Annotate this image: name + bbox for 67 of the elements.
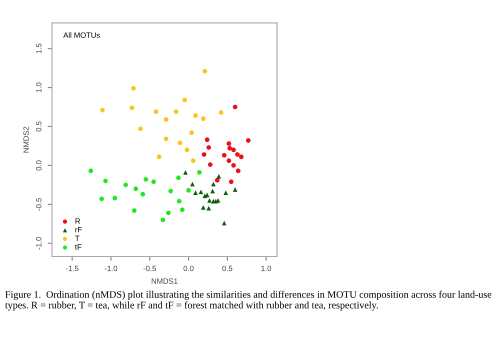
point xyxy=(168,188,174,194)
point xyxy=(207,198,212,203)
point xyxy=(193,113,198,118)
point xyxy=(190,158,196,164)
point xyxy=(200,116,206,121)
point xyxy=(186,188,191,193)
point xyxy=(202,68,208,74)
point xyxy=(210,188,215,194)
point xyxy=(156,154,162,160)
point xyxy=(190,182,195,186)
point xyxy=(232,187,238,192)
point xyxy=(218,110,224,115)
point xyxy=(164,117,168,122)
point xyxy=(189,130,194,136)
point xyxy=(208,162,213,167)
point xyxy=(236,168,241,174)
point xyxy=(222,220,227,226)
point xyxy=(197,170,202,175)
point xyxy=(182,98,187,102)
point xyxy=(130,105,134,110)
point xyxy=(100,108,105,112)
point xyxy=(202,152,206,157)
point xyxy=(226,141,232,146)
point xyxy=(123,182,128,188)
point xyxy=(180,207,185,212)
point xyxy=(151,179,156,184)
point xyxy=(132,208,137,213)
point xyxy=(222,152,227,158)
point xyxy=(166,210,171,216)
point xyxy=(99,196,104,202)
point xyxy=(112,196,118,200)
point xyxy=(88,168,94,174)
point xyxy=(184,148,190,152)
point xyxy=(176,198,182,204)
point xyxy=(228,179,234,184)
point xyxy=(223,190,228,195)
point xyxy=(211,182,216,186)
point xyxy=(193,190,198,195)
point xyxy=(131,86,136,91)
point xyxy=(235,152,240,157)
point xyxy=(216,174,222,179)
point xyxy=(174,109,178,114)
point xyxy=(206,206,212,211)
point xyxy=(200,205,206,210)
point xyxy=(198,190,204,194)
point xyxy=(140,192,146,197)
point xyxy=(154,109,158,114)
point xyxy=(226,158,232,164)
point xyxy=(183,170,188,175)
point xyxy=(176,176,181,180)
caption: Figure 1. Ordination (nMDS) plot illustrating the similarities and differences in MOTU composition across four land-use types. R = rubber, T = tea, while rF and tF = forest matched with rubber and tea, respectively. xyxy=(5,290,492,311)
point xyxy=(239,154,244,160)
point xyxy=(133,186,138,192)
point xyxy=(178,140,182,146)
point xyxy=(204,137,210,142)
point xyxy=(231,148,236,152)
point xyxy=(103,178,108,184)
point xyxy=(231,163,236,168)
point xyxy=(160,218,166,222)
point xyxy=(138,126,143,132)
point xyxy=(232,104,238,110)
point xyxy=(206,145,212,150)
point xyxy=(214,178,220,182)
point xyxy=(227,146,232,151)
point xyxy=(164,136,168,142)
point xyxy=(246,138,251,143)
point xyxy=(144,177,148,182)
